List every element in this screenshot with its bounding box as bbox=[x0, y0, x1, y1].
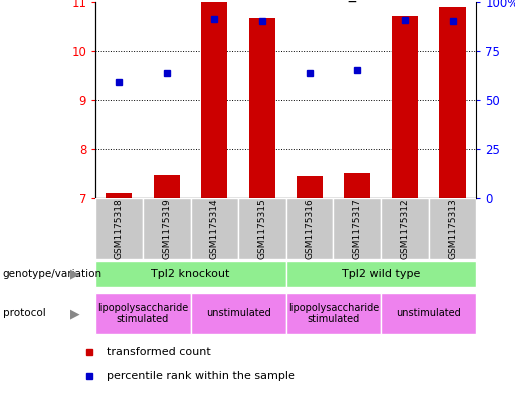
Bar bbox=[344, 173, 370, 198]
Bar bbox=[381, 293, 476, 334]
Title: GDS5385 / 1423668_at: GDS5385 / 1423668_at bbox=[201, 0, 371, 2]
Text: GSM1175315: GSM1175315 bbox=[258, 198, 266, 259]
Text: Tpl2 wild type: Tpl2 wild type bbox=[342, 269, 420, 279]
Bar bbox=[428, 198, 476, 259]
Bar bbox=[95, 293, 191, 334]
Bar bbox=[153, 175, 180, 198]
Bar bbox=[106, 193, 132, 198]
Text: GSM1175317: GSM1175317 bbox=[353, 198, 362, 259]
Bar bbox=[191, 293, 286, 334]
Text: genotype/variation: genotype/variation bbox=[3, 269, 101, 279]
Text: GSM1175313: GSM1175313 bbox=[448, 198, 457, 259]
Text: ▶: ▶ bbox=[70, 307, 79, 320]
Bar bbox=[143, 198, 191, 259]
Text: unstimulated: unstimulated bbox=[206, 309, 270, 318]
Text: GSM1175314: GSM1175314 bbox=[210, 198, 219, 259]
Text: GSM1175316: GSM1175316 bbox=[305, 198, 314, 259]
Bar bbox=[201, 2, 228, 198]
Text: protocol: protocol bbox=[3, 309, 45, 318]
Bar bbox=[297, 176, 323, 198]
Text: GSM1175319: GSM1175319 bbox=[162, 198, 171, 259]
Text: GSM1175318: GSM1175318 bbox=[115, 198, 124, 259]
Bar bbox=[191, 198, 238, 259]
Text: lipopolysaccharide
stimulated: lipopolysaccharide stimulated bbox=[288, 303, 379, 324]
Bar bbox=[286, 198, 334, 259]
Text: lipopolysaccharide
stimulated: lipopolysaccharide stimulated bbox=[97, 303, 188, 324]
Text: percentile rank within the sample: percentile rank within the sample bbox=[107, 371, 295, 381]
Bar bbox=[249, 18, 275, 198]
Text: transformed count: transformed count bbox=[107, 347, 210, 357]
Bar bbox=[286, 293, 381, 334]
Bar bbox=[334, 198, 381, 259]
Bar bbox=[95, 198, 143, 259]
Bar bbox=[392, 16, 418, 198]
Text: ▶: ▶ bbox=[70, 268, 79, 281]
Bar bbox=[381, 198, 428, 259]
Bar bbox=[286, 261, 476, 287]
Bar bbox=[439, 7, 466, 198]
Text: Tpl2 knockout: Tpl2 knockout bbox=[151, 269, 230, 279]
Bar bbox=[238, 198, 286, 259]
Text: unstimulated: unstimulated bbox=[397, 309, 461, 318]
Bar bbox=[95, 261, 286, 287]
Text: GSM1175312: GSM1175312 bbox=[401, 198, 409, 259]
